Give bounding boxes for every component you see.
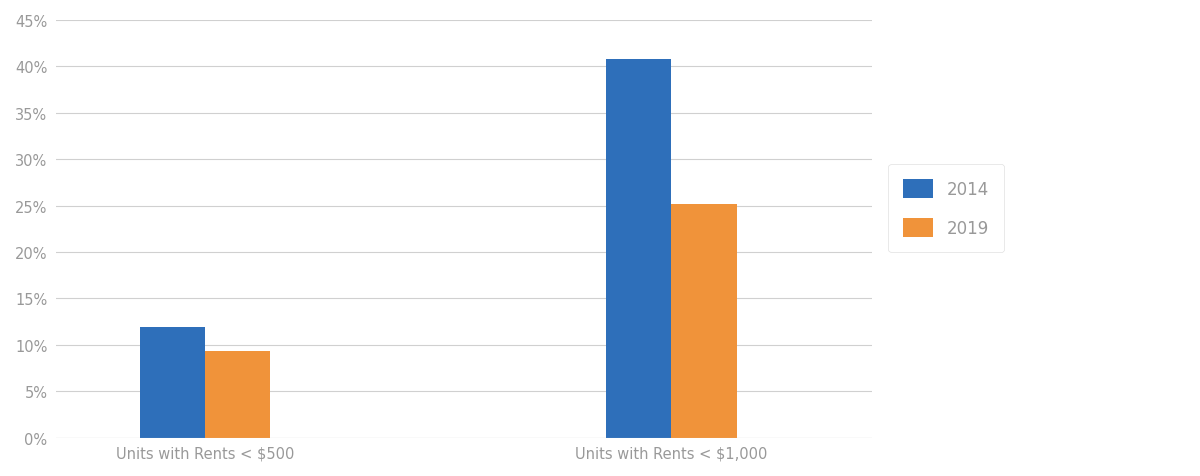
Bar bbox=[205, 352, 270, 438]
Bar bbox=[139, 327, 205, 438]
Bar bbox=[606, 60, 671, 438]
Bar bbox=[671, 204, 737, 438]
Legend: 2014, 2019: 2014, 2019 bbox=[888, 164, 1004, 253]
